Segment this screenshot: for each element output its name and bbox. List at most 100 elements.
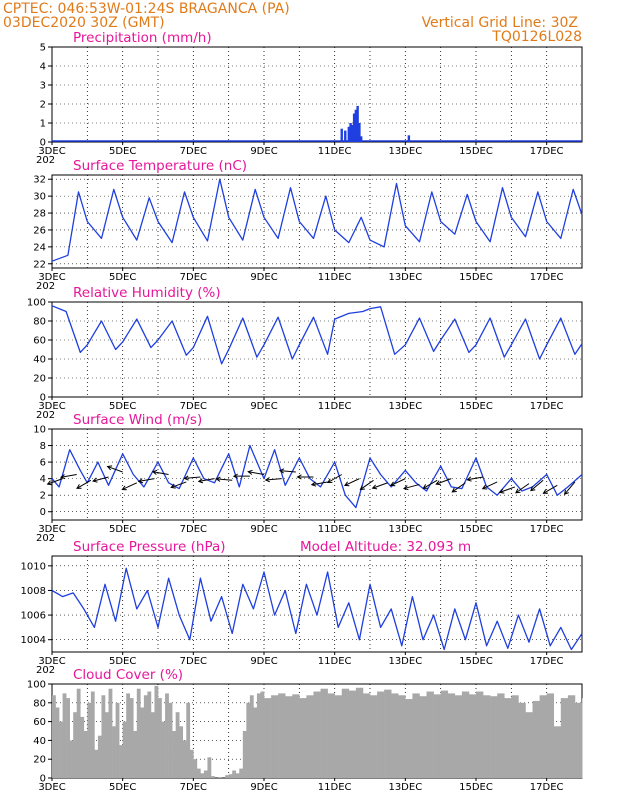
wind-ytick-label: 4 (40, 474, 46, 485)
cloud-cover-bar (158, 698, 162, 778)
cloud-cover-bar (518, 702, 526, 778)
precipitation-ytick-label: 4 (40, 62, 46, 73)
wind-wind-arrow (530, 479, 544, 492)
cloud-cover-bar (83, 731, 88, 778)
cloud-cover-bar (292, 694, 300, 778)
wind-wind-arrow-shaft (122, 482, 138, 490)
cloud-cover-bar (94, 749, 99, 778)
cloud-cover-xtick-label: 5DEC (109, 782, 136, 793)
cloud-cover-bar (468, 694, 477, 778)
panel-pressure: 1004 1006 1008 1010 Surface Pressure (hPa) Mo… (21, 539, 583, 676)
wind-wind-arrow-head (264, 477, 271, 483)
wind-frame (51, 428, 583, 521)
cloud-cover-ytick-label: 20 (33, 755, 46, 766)
cloud-cover-bar (242, 731, 247, 778)
cloud-cover-bar (62, 693, 67, 778)
wind-wind-arrow-shaft (311, 481, 328, 486)
panel-humidity: 0 20 40 60 80 100 Relative Humidity (%) 3DEC 5DE… (27, 285, 583, 421)
cloud-cover-bar (59, 721, 63, 778)
wind-wind-arrow-head (197, 478, 204, 484)
precipitation-bar (349, 123, 352, 142)
wind-wind-arrow-shaft (152, 471, 169, 475)
wind-wind-arrow-head (371, 484, 378, 490)
humidity-xtick-label: 15DEC (459, 401, 493, 412)
wind-wind-arrow-head (343, 481, 350, 487)
cloud-cover-bar (189, 749, 194, 778)
cloud-cover-bar (426, 691, 434, 778)
temperature-xtick-label: 17DEC (530, 272, 564, 283)
precipitation-bar (359, 136, 363, 142)
wind-wind-arrow-shaft (60, 474, 77, 478)
cloud-cover-bar (211, 776, 215, 778)
cloud-cover-bar (136, 688, 141, 778)
cloud-cover-bar (271, 695, 279, 778)
cloud-cover-bar (256, 693, 261, 778)
precipitation-xtick-label: 17DEC (530, 146, 564, 157)
cloud-cover-bar (546, 693, 555, 778)
cloud-cover-bar (327, 693, 335, 778)
cloud-cover-bar (143, 695, 148, 778)
cloud-cover-bar (112, 726, 116, 778)
wind-wind-arrow-head (327, 478, 333, 484)
cloud-cover-ytick-label: 40 (33, 736, 46, 747)
panel-temperature: 22 24 26 28 30 32 Surface Temperature (nC) 3DEC… (33, 158, 583, 292)
cloud-cover-bar (476, 691, 484, 778)
cloud-cover-ytick-label: 80 (33, 698, 46, 709)
cloud-cover-bar (87, 702, 92, 778)
cloud-cover-xtick-label: 13DEC (388, 782, 422, 793)
wind-wind-arrow-head (435, 480, 441, 486)
wind-wind-arrow (121, 482, 138, 491)
pressure-ytick-label: 1010 (21, 561, 46, 572)
cloud-cover-bar (384, 689, 392, 778)
temperature-ytick-label: 26 (33, 225, 46, 236)
wind-wind-arrow-head (215, 476, 221, 482)
humidity-xtick-label: 9DEC (250, 401, 277, 412)
pressure-ytick-label: 1004 (21, 635, 46, 646)
precipitation-ytick-label: 2 (40, 100, 46, 111)
cloud-cover-bar (511, 695, 519, 778)
cloud-cover-bar (203, 770, 208, 778)
wind-wind-arrow-head (59, 474, 66, 480)
wind-wind-arrow-shaft (265, 478, 282, 481)
pressure-title: Surface Pressure (hPa) (73, 539, 226, 555)
cloud-cover-bar (200, 773, 205, 778)
cloud-cover-bar (73, 712, 78, 778)
wind-wind-arrow (498, 486, 516, 494)
cloud-cover-bar (168, 702, 173, 778)
cloud-cover-bar (348, 690, 357, 778)
wind-wind-arrow-head (296, 474, 302, 480)
precipitation-bar (354, 109, 358, 142)
wind-wind-arrow (151, 469, 169, 475)
cloud-cover-bar (129, 698, 134, 778)
cloud-cover-ytick-label: 60 (33, 717, 46, 728)
cloud-cover-bar (249, 695, 254, 778)
precipitation-bar (340, 128, 343, 142)
pressure-frame (51, 555, 583, 653)
wind-wind-arrow (232, 473, 250, 479)
wind-wind-arrow-shaft (482, 481, 498, 490)
header-grid-info: Vertical Grid Line: 30Z (422, 15, 578, 31)
wind-xtick-label: 7DEC (180, 524, 207, 535)
temperature-xtick-label: 7DEC (180, 272, 207, 283)
humidity-xtick-label: 11DEC (318, 401, 352, 412)
wind-wind-arrow (215, 476, 233, 482)
cloud-cover-bar (433, 694, 441, 778)
wind-wind-arrow (106, 465, 123, 473)
wind-wind-arrow-head (402, 485, 409, 491)
cloud-cover-bar (278, 693, 286, 778)
precipitation-ytick-label: 3 (40, 81, 46, 92)
precipitation-xtick-label: 15DEC (459, 146, 493, 157)
cloud-cover-bar (193, 759, 198, 778)
cloud-cover-bar (490, 696, 498, 778)
cloud-cover-bar (239, 768, 244, 778)
cloud-cover-bar (370, 695, 378, 778)
cloud-cover-bar (260, 691, 265, 778)
header-station: CPTEC: 046:53W-01:24S BRAGANCA (PA) (3, 1, 290, 17)
cloud-cover-bar (582, 698, 583, 778)
cloud-cover-bar (218, 777, 222, 778)
panel-precipitation: 0 1 2 3 4 5 Precipitation (mm/h) 3DEC 5DEC 7DEC 9D… (36, 30, 583, 166)
wind-wind-arrow-shaft (372, 482, 388, 489)
wind-xtick-label: 17DEC (530, 524, 564, 535)
wind-xtick-label: 13DEC (388, 524, 422, 535)
wind-wind-arrow-head (466, 476, 472, 482)
